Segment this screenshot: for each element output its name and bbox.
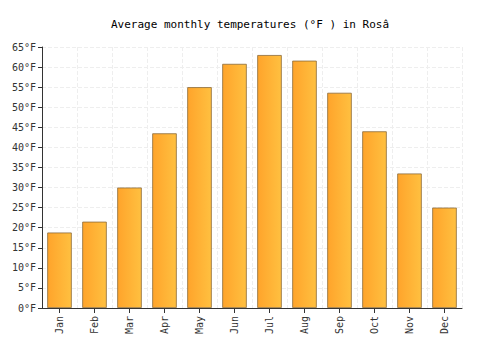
svg-text:Aug: Aug	[299, 316, 310, 334]
svg-text:10°F: 10°F	[12, 262, 36, 273]
svg-text:15°F: 15°F	[12, 242, 36, 253]
svg-text:Average monthly temperatures (: Average monthly temperatures (°F ) in Ro…	[111, 18, 389, 31]
svg-text:20°F: 20°F	[12, 222, 36, 233]
svg-text:65°F: 65°F	[12, 42, 36, 53]
svg-text:35°F: 35°F	[12, 162, 36, 173]
svg-text:45°F: 45°F	[12, 122, 36, 133]
svg-text:Oct: Oct	[369, 316, 380, 334]
svg-text:Feb: Feb	[89, 316, 100, 334]
svg-text:May: May	[194, 316, 205, 334]
svg-text:50°F: 50°F	[12, 102, 36, 113]
svg-text:Nov: Nov	[404, 316, 415, 334]
svg-text:25°F: 25°F	[12, 202, 36, 213]
svg-text:30°F: 30°F	[12, 182, 36, 193]
svg-text:Mar: Mar	[124, 316, 135, 334]
svg-text:55°F: 55°F	[12, 82, 36, 93]
svg-text:40°F: 40°F	[12, 142, 36, 153]
svg-text:Jul: Jul	[264, 316, 275, 334]
svg-text:0°F: 0°F	[18, 303, 36, 314]
svg-text:Dec: Dec	[439, 316, 450, 334]
svg-text:Apr: Apr	[159, 316, 170, 334]
svg-text:5°F: 5°F	[18, 282, 36, 293]
svg-text:Jun: Jun	[229, 316, 240, 334]
svg-text:60°F: 60°F	[12, 62, 36, 73]
svg-text:Jan: Jan	[54, 316, 65, 334]
svg-text:Sep: Sep	[334, 316, 345, 334]
